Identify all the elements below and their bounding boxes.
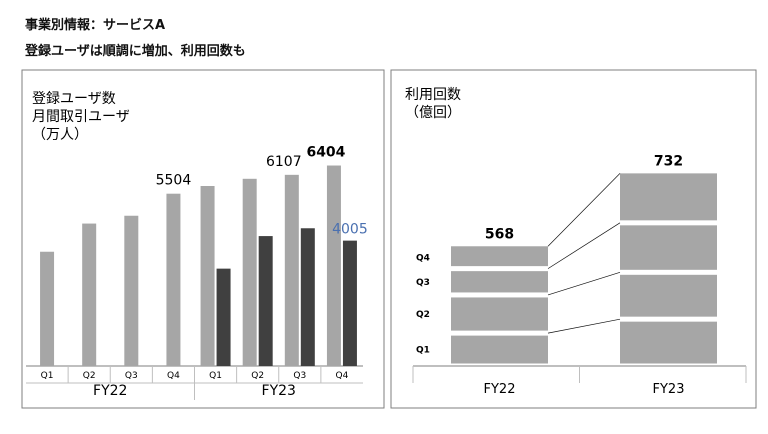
- stack-connector-line: [547, 173, 621, 247]
- registered-users-bar: [166, 193, 181, 366]
- transaction-users-bar: [216, 268, 231, 366]
- quarter-segment-label: Q2: [416, 310, 430, 320]
- stack-connector-line: [547, 318, 621, 334]
- left-quarter-tick-label: Q3: [125, 371, 138, 381]
- left-fy-label: FY22: [93, 383, 127, 399]
- right-chart-title-line-2: （億回）: [405, 105, 461, 121]
- left-panel-frame: [21, 69, 385, 409]
- right-chart-title-line-1: 利用回数: [405, 87, 461, 103]
- usage-count-segment: [451, 335, 548, 364]
- right-chart: 568 FY22 732 FY23 Q1 Q2 Q3 Q4: [412, 153, 747, 397]
- registered-users-bar: [124, 215, 139, 366]
- right-panel-frame: [390, 69, 757, 409]
- page-title: 事業別情報：サービスA: [25, 18, 166, 33]
- usage-count-segment: [620, 173, 717, 221]
- registered-users-bar: [82, 223, 97, 366]
- left-chart-title-line-1: 登録ユーザ数: [32, 91, 116, 107]
- registered-users-bar: [242, 178, 257, 366]
- left-quarter-tick-label: Q1: [41, 371, 54, 381]
- page-subtitle: 登録ユーザは順調に増加、利用回数も: [25, 44, 246, 59]
- usage-count-segment: [451, 246, 548, 267]
- left-quarter-tick-label: Q4: [336, 371, 349, 381]
- left-quarter-tick-label: Q2: [251, 371, 264, 381]
- registered-users-bar: [284, 174, 299, 366]
- left-chart-title-line-2: 月間取引ユーザ: [32, 109, 130, 125]
- transaction-users-bar: [342, 240, 357, 366]
- usage-count-segment: [620, 274, 717, 317]
- usage-total-label: 732: [654, 153, 683, 169]
- quarter-segment-label: Q1: [416, 346, 430, 356]
- transaction-users-value-label: 4005: [332, 222, 368, 238]
- left-quarter-tick-label: Q4: [167, 371, 180, 381]
- stack-connector-line: [547, 271, 621, 296]
- quarter-segment-label: Q4: [416, 253, 430, 263]
- right-fy-label: FY23: [653, 382, 685, 397]
- right-fy-label: FY22: [484, 382, 516, 397]
- left-fy-label: FY23: [262, 383, 296, 399]
- usage-count-segment: [620, 321, 717, 364]
- stack-connector-line: [547, 222, 621, 269]
- quarter-segment-label: Q3: [416, 278, 430, 288]
- transaction-users-bar: [258, 236, 273, 366]
- registered-users-value-label: 6404: [306, 145, 345, 161]
- left-quarter-tick-label: Q2: [83, 371, 96, 381]
- registered-users-value-label: 5504: [156, 173, 192, 189]
- registered-users-bar: [40, 251, 55, 366]
- registered-users-value-label: 6107: [266, 154, 302, 170]
- usage-count-segment: [451, 297, 548, 331]
- transaction-users-bar: [300, 228, 315, 366]
- left-chart-title-line-3: （万人）: [32, 127, 88, 143]
- usage-count-segment: [451, 271, 548, 293]
- registered-users-bar: [200, 186, 215, 366]
- left-quarter-tick-label: Q1: [209, 371, 222, 381]
- usage-count-segment: [620, 225, 717, 270]
- registered-users-bar: [326, 165, 341, 366]
- usage-total-label: 568: [485, 226, 514, 242]
- left-quarter-tick-label: Q3: [293, 371, 306, 381]
